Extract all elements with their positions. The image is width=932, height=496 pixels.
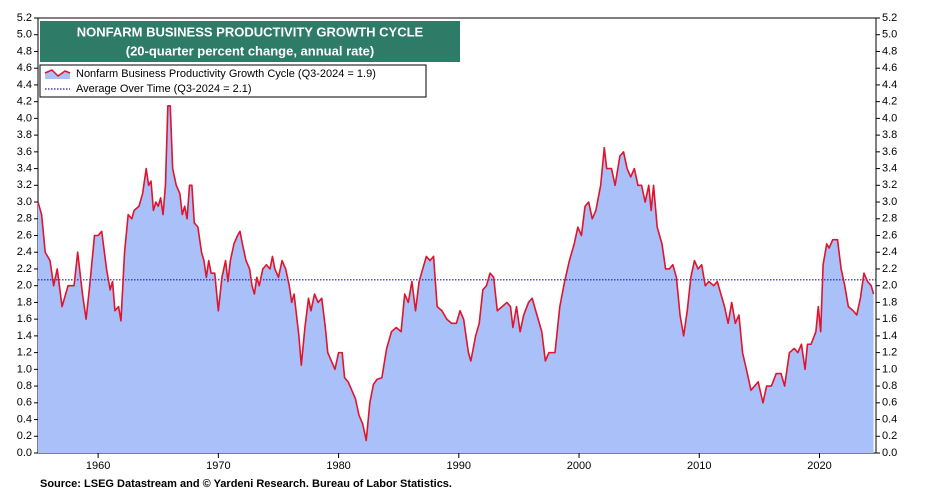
- y-tick-label: 2.4: [17, 246, 32, 258]
- x-tick-label: 2000: [567, 460, 591, 472]
- y2-tick-label: 4.6: [882, 62, 897, 74]
- y-tick-label: 1.2: [17, 347, 32, 359]
- y-tick-label: 1.0: [17, 363, 32, 375]
- y2-tick-label: 5.0: [882, 29, 897, 41]
- y-tick-label: 0.8: [17, 380, 32, 392]
- y-tick-label: 0.0: [17, 447, 32, 459]
- y2-tick-label: 3.2: [882, 179, 897, 191]
- area: [38, 105, 874, 453]
- y2-tick-label: 3.0: [882, 196, 897, 208]
- y2-tick-label: 2.8: [882, 213, 897, 225]
- y2-tick-label: 4.2: [882, 96, 897, 108]
- x-tick-label: 2010: [687, 460, 711, 472]
- y-tick-label: 1.6: [17, 313, 32, 325]
- y-tick-label: 2.2: [17, 263, 32, 275]
- y-tick-label: 0.2: [17, 430, 32, 442]
- y-tick-label: 2.8: [17, 213, 32, 225]
- y2-tick-label: 2.0: [882, 280, 897, 292]
- legend-swatch-line: [44, 69, 71, 77]
- source-note: Source: LSEG Datastream and © Yardeni Re…: [40, 478, 452, 490]
- y-tick-label: 2.0: [17, 280, 32, 292]
- y2-tick-label: 1.6: [882, 313, 897, 325]
- y2-tick-label: 2.2: [882, 263, 897, 275]
- y2-tick-label: 2.6: [882, 229, 897, 241]
- y-tick-label: 0.4: [17, 413, 32, 425]
- x-tick-label: 1970: [206, 460, 230, 472]
- y-tick-label: 1.4: [17, 330, 32, 342]
- legend-box: [39, 64, 427, 98]
- y-tick-label: 2.6: [17, 229, 32, 241]
- legend-label: Average Over Time (Q3-2024 = 2.1): [76, 83, 252, 95]
- y-tick-label: 1.8: [17, 296, 32, 308]
- x-tick-label: 1960: [86, 460, 110, 472]
- y2-tick-label: 0.8: [882, 380, 897, 392]
- line: [37, 105, 875, 442]
- y-tick-label: 0.6: [17, 397, 32, 409]
- y2-tick-label: 1.8: [882, 296, 897, 308]
- y2-tick-label: 3.6: [882, 146, 897, 158]
- y2-tick-label: 0.6: [882, 397, 897, 409]
- y-tick-label: 3.2: [17, 179, 32, 191]
- y2-tick-label: 1.4: [882, 330, 897, 342]
- y2-tick-label: 4.4: [882, 79, 897, 91]
- y2-tick-label: 3.8: [882, 129, 897, 141]
- y-tick-label: 3.4: [17, 162, 32, 174]
- y2-tick-label: 1.2: [882, 347, 897, 359]
- x-tick-label: 2020: [807, 460, 831, 472]
- y2-tick-label: 2.4: [882, 246, 897, 258]
- y-tick-label: 3.8: [17, 129, 32, 141]
- y-tick-label: 5.0: [17, 29, 32, 41]
- chart-subtitle: (20-quarter percent change, annual rate): [126, 43, 375, 58]
- y-tick-label: 4.4: [17, 79, 32, 91]
- chart-title: NONFARM BUSINESS PRODUCTIVITY GROWTH CYC…: [77, 24, 424, 39]
- y-tick-label: 4.6: [17, 62, 32, 74]
- y2-tick-label: 4.0: [882, 112, 897, 124]
- y2-tick-label: 3.4: [882, 162, 897, 174]
- y2-tick-label: 4.8: [882, 45, 897, 57]
- y2-tick-label: 1.0: [882, 363, 897, 375]
- y-tick-label: 4.0: [17, 112, 32, 124]
- marks: [37, 105, 876, 453]
- title-box: [40, 21, 460, 62]
- y2-tick-label: 5.2: [882, 12, 897, 24]
- y2-tick-label: 0.2: [882, 430, 897, 442]
- x-tick-label: 1990: [447, 460, 471, 472]
- y2-tick-label: 0.4: [882, 413, 897, 425]
- y-tick-label: 4.8: [17, 45, 32, 57]
- y-tick-label: 3.0: [17, 196, 32, 208]
- x-tick-label: 1980: [326, 460, 350, 472]
- y-tick-label: 5.2: [17, 12, 32, 24]
- legend-label: Nonfarm Business Productivity Growth Cyc…: [76, 68, 376, 80]
- y2-tick-label: 0.0: [882, 447, 897, 459]
- y-tick-label: 4.2: [17, 96, 32, 108]
- y-tick-label: 3.6: [17, 146, 32, 158]
